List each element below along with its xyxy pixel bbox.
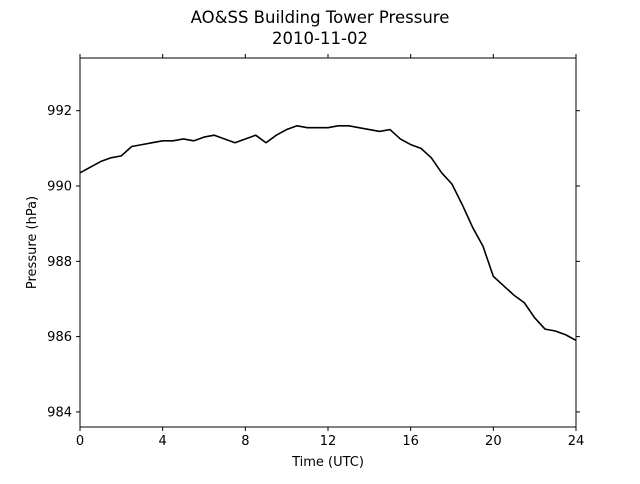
series-line xyxy=(79,124,577,342)
chart-subtitle: 2010-11-02 xyxy=(272,29,368,48)
x-tick-label: 4 xyxy=(159,434,167,449)
y-tick-label: 988 xyxy=(47,255,72,270)
y-tick-label: 984 xyxy=(47,405,72,420)
chart-title: AO&SS Building Tower Pressure xyxy=(190,8,450,27)
y-tick-label: 990 xyxy=(47,180,72,195)
y-axis-label: Pressure (hPa) xyxy=(25,196,40,289)
x-tick-label: 8 xyxy=(241,434,249,449)
x-tick-label: 24 xyxy=(568,434,585,449)
y-tick-label: 986 xyxy=(47,330,72,345)
x-tick-label: 0 xyxy=(76,434,84,449)
y-tick-label: 992 xyxy=(47,104,72,119)
x-tick-label: 16 xyxy=(402,434,419,449)
axes-frame xyxy=(79,57,577,428)
x-tick-label: 20 xyxy=(485,434,502,449)
x-tick-label: 12 xyxy=(320,434,337,449)
x-axis-label: Time (UTC) xyxy=(291,455,364,470)
